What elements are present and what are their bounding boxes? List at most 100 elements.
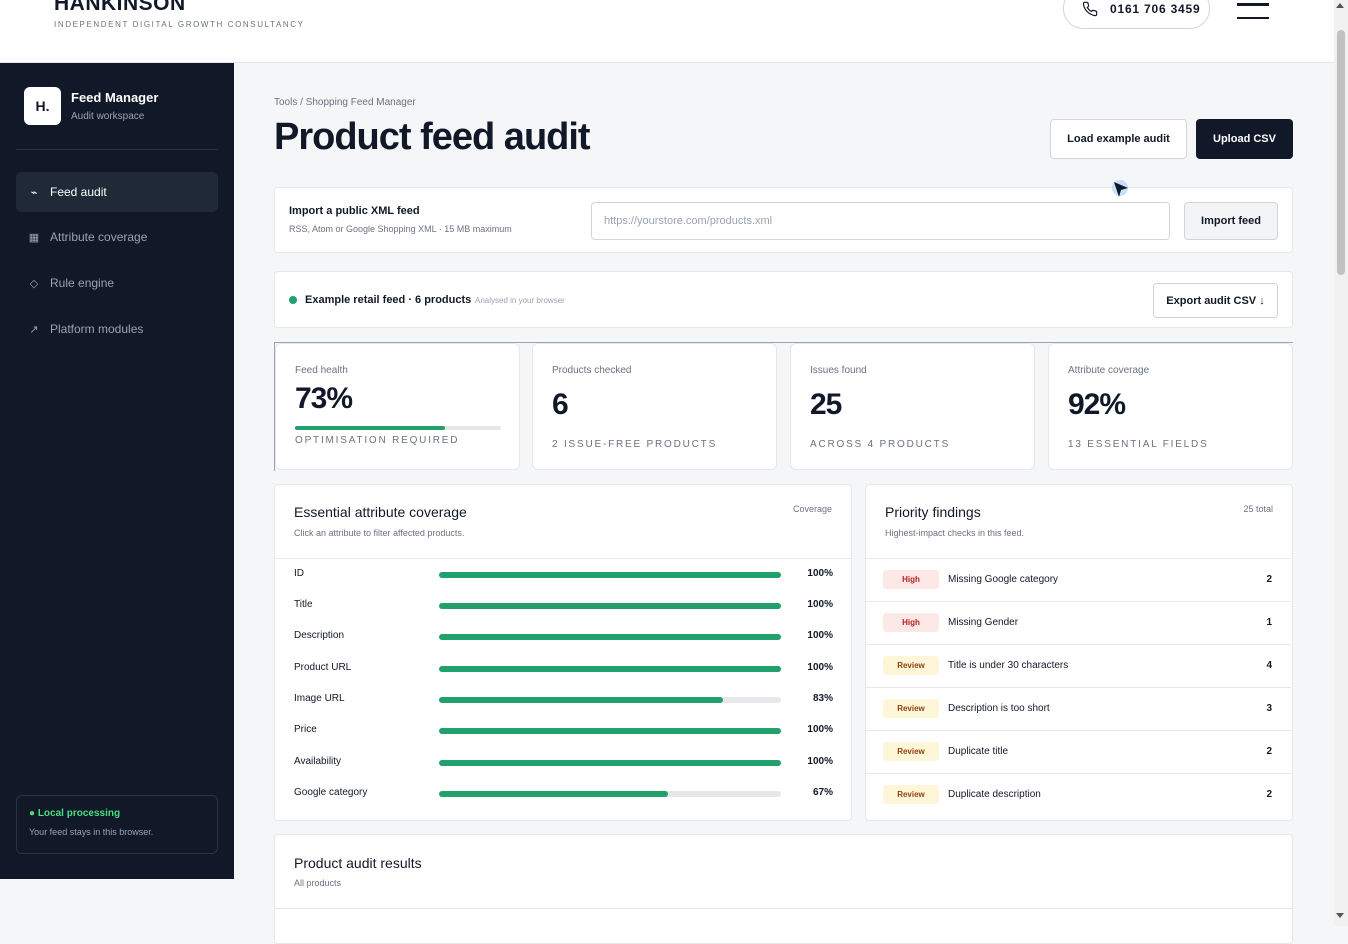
severity-badge: Review <box>883 699 939 718</box>
coverage-row[interactable]: ID 100% <box>294 568 833 582</box>
coverage-row[interactable]: Image URL 83% <box>294 693 833 707</box>
import-feed-button[interactable]: Import feed <box>1184 202 1278 240</box>
sidebar-item-label: Attribute coverage <box>50 230 148 244</box>
coverage-percent: 100% <box>807 662 833 673</box>
workspace-subtitle: Audit workspace <box>71 111 145 122</box>
coverage-bar <box>439 603 781 609</box>
finding-count: 3 <box>1266 703 1272 714</box>
coverage-row[interactable]: Product URL 100% <box>294 662 833 676</box>
sidebar-item-feed-audit[interactable]: ⌁ Feed audit <box>16 172 218 212</box>
phone-button[interactable]: 0161 706 3459 <box>1063 0 1210 29</box>
panel-divider <box>275 558 851 559</box>
kpi-label: Attribute coverage <box>1068 365 1150 376</box>
phone-number: 0161 706 3459 <box>1110 1 1201 16</box>
workspace-logo: H. <box>24 87 61 125</box>
local-processing-subtitle: Your feed stays in this browser. <box>29 827 154 837</box>
coverage-bar <box>439 634 781 640</box>
coverage-percent: 100% <box>807 724 833 735</box>
kpi-note: Across 4 products <box>810 439 951 450</box>
coverage-bar-fill <box>439 603 781 609</box>
severity-badge: Review <box>883 742 939 761</box>
kpi-products-checked: Products checked 6 2 issue-free products <box>532 343 777 470</box>
kpi-attribute-coverage: Attribute coverage 92% 13 essential fiel… <box>1048 343 1293 470</box>
coverage-subtitle: Click an attribute to filter affected pr… <box>294 528 465 538</box>
menu-icon[interactable] <box>1237 3 1269 19</box>
coverage-row[interactable]: Description 100% <box>294 630 833 644</box>
kpi-label: Products checked <box>552 365 632 376</box>
diamond-icon: ◇ <box>29 277 39 290</box>
brand-logo[interactable]: HANKINSON <box>54 0 186 15</box>
scroll-down-arrow[interactable] <box>1336 913 1344 918</box>
attribute-name: Description <box>294 630 345 641</box>
coverage-bar-fill <box>439 572 781 578</box>
sidebar-item-label: Rule engine <box>50 276 115 290</box>
attribute-name: Availability <box>294 756 342 767</box>
feed-status-card: Example retail feed · 6 products Analyse… <box>274 271 1293 328</box>
coverage-row[interactable]: Title 100% <box>294 599 833 613</box>
finding-count: 2 <box>1266 789 1272 800</box>
status-dot-icon <box>289 296 297 304</box>
sidebar-item-rule-engine[interactable]: ◇ Rule engine <box>16 263 218 303</box>
product-results-panel: Product audit results All products <box>274 834 1293 944</box>
finding-row[interactable]: Review Title is under 30 characters 4 <box>866 644 1291 687</box>
finding-label: Duplicate description <box>948 789 1041 800</box>
coverage-percent: 100% <box>807 630 833 641</box>
finding-label: Duplicate title <box>948 746 1009 757</box>
priority-findings-panel: Priority findings Highest-impact checks … <box>865 484 1293 821</box>
feed-status-subtext: Analysed in your browser <box>475 296 565 305</box>
coverage-row[interactable]: Availability 100% <box>294 756 833 770</box>
finding-label: Missing Gender <box>948 617 1019 628</box>
finding-row[interactable]: High Missing Gender 1 <box>866 601 1291 644</box>
coverage-bar-fill <box>439 728 781 734</box>
breadcrumb[interactable]: Tools / Shopping Feed Manager <box>274 97 416 108</box>
page-title: Product feed audit <box>274 116 591 158</box>
kpi-feed-health: Feed health 73% Optimisation required <box>275 343 520 470</box>
severity-badge: High <box>883 613 939 632</box>
sidebar-divider <box>16 149 218 150</box>
coverage-row[interactable]: Google category 67% <box>294 787 833 801</box>
coverage-row[interactable]: Price 100% <box>294 724 833 738</box>
export-audit-button[interactable]: Export audit CSV ↓ <box>1153 283 1278 318</box>
severity-badge: Review <box>883 656 939 675</box>
scroll-up-arrow[interactable] <box>1336 3 1344 8</box>
sidebar-item-label: Platform modules <box>50 322 144 336</box>
attribute-name: Product URL <box>294 662 352 673</box>
grid-icon: ▦ <box>28 231 40 244</box>
sidebar-item-platform-modules[interactable]: ↗ Platform modules <box>16 309 218 349</box>
findings-subtitle: Highest-impact checks in this feed. <box>885 528 1025 538</box>
coverage-bar <box>439 697 781 703</box>
sidebar: H. Feed Manager Audit workspace ⌁ Feed a… <box>0 63 234 879</box>
coverage-percent: 100% <box>807 568 833 579</box>
upload-csv-button[interactable]: Upload CSV <box>1196 119 1293 159</box>
xml-import-title: Import a public XML feed <box>289 205 420 217</box>
local-processing-note: ● Local processing Your feed stays in th… <box>16 795 218 854</box>
kpi-label: Feed health <box>295 365 348 376</box>
findings-title: Priority findings <box>885 504 981 520</box>
coverage-percent: 100% <box>807 756 833 767</box>
kpi-value: 25 <box>810 388 842 421</box>
scrollbar-thumb[interactable] <box>1337 30 1345 275</box>
coverage-bar <box>439 666 781 672</box>
finding-label: Missing Google category <box>948 574 1059 585</box>
coverage-title: Essential attribute coverage <box>294 504 467 520</box>
kpi-row <box>274 342 1293 471</box>
local-processing-title: ● Local processing <box>29 808 121 819</box>
load-example-button[interactable]: Load example audit <box>1050 119 1187 159</box>
finding-row[interactable]: Review Duplicate title 2 <box>866 730 1291 773</box>
finding-label: Description is too short <box>948 703 1050 714</box>
finding-row[interactable]: Review Description is too short 3 <box>866 687 1291 730</box>
attribute-coverage-panel: Essential attribute coverage Click an at… <box>274 484 852 821</box>
attribute-name: Title <box>294 599 313 610</box>
finding-row[interactable]: High Missing Google category 2 <box>866 558 1291 601</box>
mouse-cursor-icon <box>1112 180 1128 197</box>
sidebar-item-label: Feed audit <box>50 185 107 199</box>
xml-import-subtitle: RSS, Atom or Google Shopping XML · 15 MB… <box>289 224 512 234</box>
finding-row[interactable]: Review Duplicate description 2 <box>866 773 1291 816</box>
sidebar-item-attribute-coverage[interactable]: ▦ Attribute coverage <box>16 217 218 257</box>
severity-badge: Review <box>883 785 939 804</box>
coverage-bar <box>439 791 781 797</box>
finding-count: 2 <box>1266 574 1272 585</box>
results-title: Product audit results <box>294 855 422 871</box>
results-subtitle: All products <box>294 878 342 888</box>
xml-feed-url-input[interactable] <box>591 202 1170 240</box>
